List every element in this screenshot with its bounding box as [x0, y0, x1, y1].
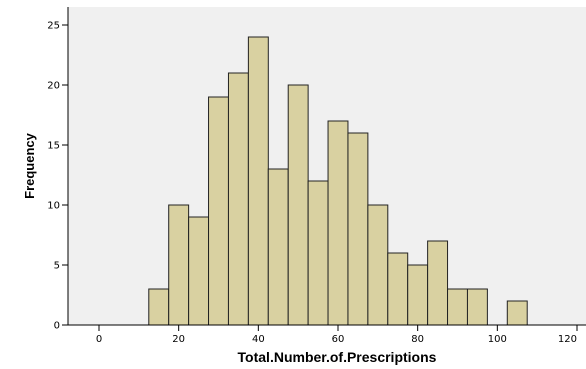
y-tick-label: 15: [47, 141, 60, 152]
axes-layer: [67, 7, 586, 326]
histogram-bar-10: [347, 132, 369, 326]
histogram-bar-4: [227, 72, 249, 326]
x-tick-label: 40: [252, 334, 265, 345]
histogram-bar-14: [427, 240, 449, 326]
histogram-bar-6: [267, 168, 289, 326]
histogram-bar-0: [148, 288, 170, 326]
y-tick-label: 5: [54, 261, 60, 272]
histogram-bar-7: [287, 84, 309, 326]
histogram-bar-5: [247, 36, 269, 326]
histogram-bar-11: [367, 204, 389, 326]
x-tick-label: 100: [488, 334, 507, 345]
x-tick-label: 0: [96, 334, 102, 345]
bars-layer: [148, 36, 528, 326]
y-tick-label: 0: [54, 321, 60, 332]
histogram-bar-15: [447, 288, 468, 326]
histogram-bar-13: [407, 264, 429, 326]
x-tick-label: 80: [411, 334, 424, 345]
y-axis-title: Frequency: [22, 132, 37, 199]
histogram-bar-12: [387, 252, 409, 326]
y-tick-label: 20: [47, 81, 60, 92]
histogram-bar-8: [307, 180, 329, 326]
y-tick-label: 25: [47, 21, 60, 32]
histogram-bar-9: [327, 120, 349, 326]
x-tick-label: 20: [172, 334, 185, 345]
y-tick-label: 10: [47, 201, 60, 212]
histogram-bar-3: [208, 96, 229, 326]
x-tick-label: 60: [332, 334, 345, 345]
ticks-layer: 0 5 10 15 20 25 0 20 40 60 80 100 120: [47, 21, 578, 345]
x-tick-label: 120: [558, 334, 577, 345]
x-axis-title: Total.Number.of.Prescriptions: [238, 349, 437, 365]
histogram-bar-1: [168, 204, 190, 326]
histogram-bar-16: [466, 288, 488, 326]
histogram-bar-17: [506, 300, 528, 326]
histogram-bar-2: [188, 216, 210, 326]
